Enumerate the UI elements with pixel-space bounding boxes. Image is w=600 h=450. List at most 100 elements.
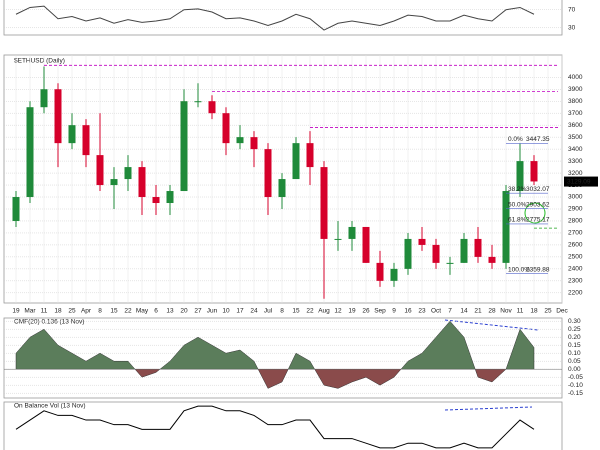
candle-body — [362, 226, 370, 263]
x-tick-label: Aug — [318, 308, 330, 315]
y-tick-label: 3700 — [568, 110, 583, 117]
candle-body — [222, 113, 230, 144]
y-tick-label: 3200 — [568, 170, 583, 177]
y-tick-label: 3800 — [568, 98, 583, 105]
fib-label: 0.0% — [508, 136, 523, 143]
candle-body — [516, 161, 524, 192]
x-tick-label: 26 — [362, 308, 370, 315]
y-tick-label: 3300 — [568, 158, 583, 165]
y-tick-label: -0.15 — [568, 390, 583, 397]
y-tick-label: 70 — [568, 6, 576, 13]
fib-label: 50.0% — [508, 201, 527, 208]
last-price-label: 3129.09 — [567, 178, 591, 185]
candle-body — [26, 107, 34, 198]
x-tick-label: 11 — [517, 308, 524, 315]
x-tick-label: 24 — [250, 308, 258, 315]
candle-body — [82, 125, 90, 156]
candle-body — [138, 167, 146, 198]
candle-body — [376, 262, 384, 281]
x-tick-label: 22 — [306, 308, 314, 315]
y-tick-label: 0.15 — [568, 342, 581, 349]
y-tick-label: 3500 — [568, 134, 583, 141]
candle-body — [124, 167, 132, 180]
candle-body — [54, 89, 62, 144]
candle-body — [460, 238, 468, 263]
x-tick-label: 22 — [124, 308, 132, 315]
x-tick-label: 18 — [530, 308, 538, 315]
candle-body — [180, 101, 188, 192]
x-tick-label: 8 — [98, 308, 102, 315]
candle-body — [110, 179, 118, 186]
x-tick-label: 8 — [280, 308, 284, 315]
price-title: $ETHUSD (Daily) — [14, 58, 65, 65]
x-tick-label: Mar — [24, 308, 36, 315]
y-tick-label: 2400 — [568, 266, 583, 273]
candle-body — [348, 226, 356, 239]
y-tick-label: 4000 — [568, 74, 583, 81]
divergence-line — [444, 406, 533, 411]
highlight-circle — [524, 202, 546, 224]
rsi-frame — [3, 0, 563, 36]
x-tick-label: 28 — [488, 308, 496, 315]
candle-body — [390, 268, 398, 281]
cmf-title: CMF(20) 0.136 (13 Nov) — [14, 319, 84, 326]
candle-body — [418, 238, 426, 245]
x-tick-label: 23 — [418, 308, 426, 315]
candle-body — [68, 125, 76, 144]
x-tick-label: 19 — [348, 308, 356, 315]
y-tick-label: 0.00 — [568, 366, 581, 373]
x-tick-label: 21 — [474, 308, 482, 315]
candle-body — [278, 179, 286, 198]
x-tick-label: 27 — [194, 308, 202, 315]
x-tick-label: 17 — [236, 308, 244, 315]
candle-body — [488, 256, 496, 263]
y-tick-label: 0.30 — [568, 318, 581, 325]
candle-body — [474, 238, 482, 257]
x-tick-label: 25 — [544, 308, 552, 315]
candle-body — [306, 143, 314, 168]
candle-body — [404, 238, 412, 269]
x-tick-label: 19 — [12, 308, 20, 315]
line — [15, 405, 535, 449]
y-tick-label: 0.25 — [568, 326, 581, 333]
candle-body — [236, 137, 244, 144]
x-tick-label: Oct — [431, 308, 441, 315]
x-tick-label: 15 — [110, 308, 118, 315]
x-tick-label: 20 — [180, 308, 188, 315]
candle-body — [432, 244, 440, 263]
candle-body — [194, 101, 202, 103]
y-tick-label: 30 — [568, 24, 576, 31]
line — [15, 5, 535, 31]
x-tick-label: Dec — [556, 308, 568, 315]
y-tick-label: 2300 — [568, 278, 583, 285]
candle-body — [264, 149, 272, 198]
x-tick-label: 11 — [41, 308, 48, 315]
candle-body — [152, 197, 160, 204]
candle-body — [166, 191, 174, 204]
y-tick-label: 3900 — [568, 86, 583, 93]
candle-body — [320, 167, 328, 239]
candle-body — [334, 238, 342, 240]
candle-body — [250, 137, 258, 150]
y-tick-label: 2700 — [568, 230, 583, 237]
candle-body — [530, 161, 538, 182]
x-tick-label: 14 — [460, 308, 468, 315]
fib-label: 100.0% — [508, 266, 530, 273]
y-tick-label: 2500 — [568, 254, 583, 261]
candle-body — [208, 101, 216, 114]
x-tick-label: 9 — [392, 308, 396, 315]
x-tick-label: Jul — [264, 308, 273, 315]
y-tick-label: 0.20 — [568, 334, 581, 341]
x-tick-label: Jun — [207, 308, 218, 315]
y-tick-label: 3400 — [568, 146, 583, 153]
fib-value: 2903.62 — [526, 201, 550, 208]
x-tick-label: 6 — [154, 308, 158, 315]
y-tick-label: 3000 — [568, 194, 583, 201]
x-tick-label: 16 — [404, 308, 412, 315]
y-tick-label: 2800 — [568, 218, 583, 225]
x-tick-label: 18 — [54, 308, 62, 315]
y-tick-label: 0.05 — [568, 358, 581, 365]
y-tick-label: -0.10 — [568, 382, 583, 389]
